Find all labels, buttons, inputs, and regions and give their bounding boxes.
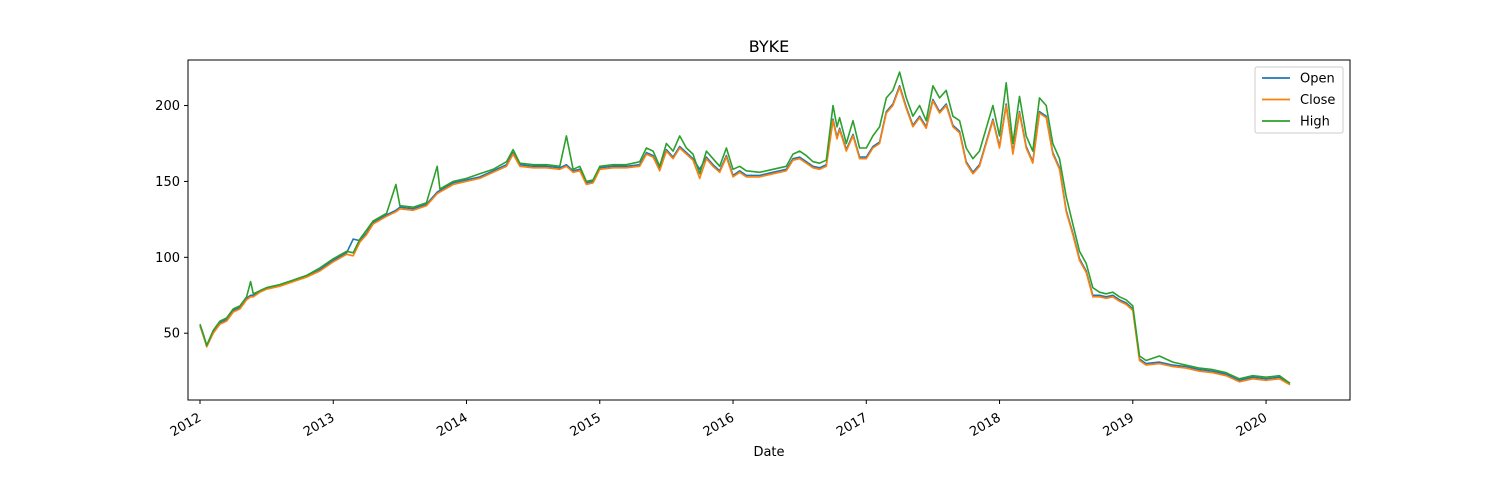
x-axis-label: Date (753, 445, 784, 460)
x-tick-label: 2015 (568, 410, 604, 440)
legend-label-open: Open (1300, 72, 1335, 87)
x-tick-label: 2016 (701, 410, 737, 440)
legend-box (1254, 66, 1344, 134)
y-tick-label: 150 (155, 175, 180, 190)
x-tick-label: 2017 (834, 410, 870, 440)
x-tick-label: 2014 (434, 410, 470, 440)
x-tick-label: 2019 (1101, 410, 1137, 440)
x-tick-label: 2013 (301, 410, 337, 440)
y-tick-label: 100 (155, 251, 180, 266)
x-axis: 2012 2013 2014 2015 2016 2017 2018 2019 2020 (168, 400, 1270, 440)
legend-label-high: High (1300, 115, 1330, 130)
series-line-close (199, 86, 1291, 386)
legend-label-close: Close (1300, 93, 1335, 108)
y-tick-label: 200 (155, 99, 180, 114)
y-tick-label: 50 (163, 327, 180, 342)
plot-area (199, 71, 1291, 386)
x-tick-label: 2012 (168, 410, 204, 440)
series-line-high (199, 71, 1291, 384)
x-tick-label: 2020 (1234, 410, 1270, 440)
x-tick-label: 2018 (967, 410, 1003, 440)
chart-title: BYKE (749, 37, 789, 56)
y-axis: 50 100 150 200 (155, 99, 188, 342)
plot-frame (187, 59, 1351, 401)
legend: Open Close High (1254, 66, 1344, 134)
